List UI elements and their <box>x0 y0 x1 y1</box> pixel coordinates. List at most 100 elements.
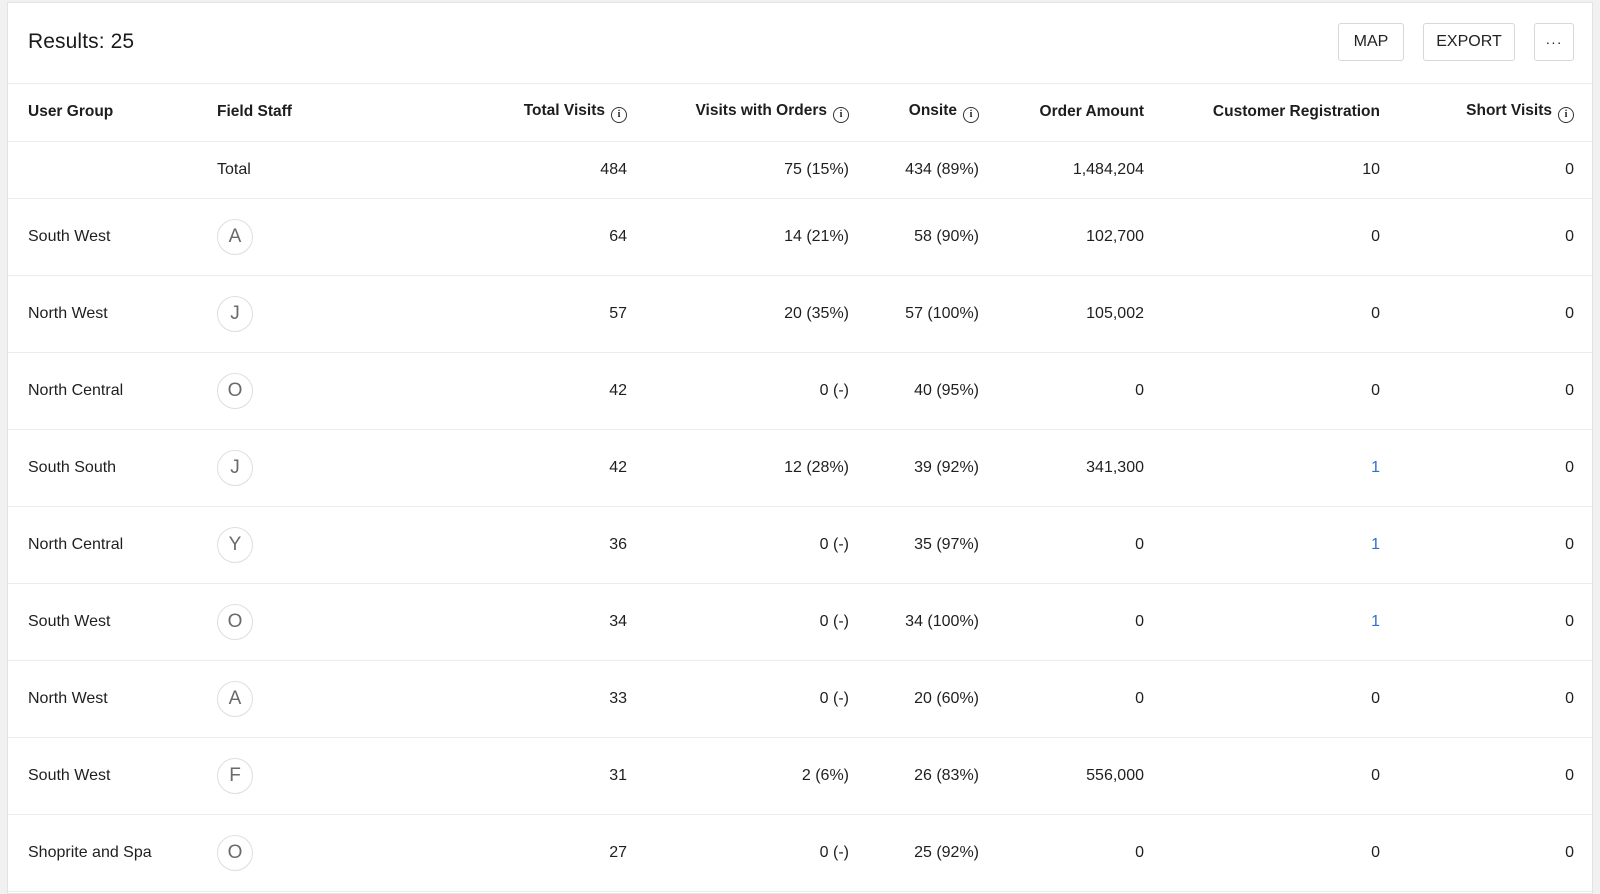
visits-with-orders-cell: 12 (28%) <box>647 429 869 507</box>
table-header-row: User Group Field Staff Total Visits i Vis… <box>8 84 1592 142</box>
customer-registration-link[interactable]: 1 <box>1371 535 1380 553</box>
field-staff-cell: O <box>197 583 425 661</box>
customer-registration-cell: 0 <box>1164 814 1400 892</box>
avatar[interactable]: J <box>217 295 253 332</box>
customer-registration-link[interactable]: 1 <box>1371 612 1380 630</box>
onsite-cell: 34 (100%) <box>869 583 999 661</box>
results-count: Results: 25 <box>28 30 135 53</box>
field-staff-cell: A <box>197 198 425 276</box>
onsite-cell: 25 (92%) <box>869 814 999 892</box>
user-group-cell: North West <box>8 660 197 738</box>
column-header-order-amount[interactable]: Order Amount <box>999 84 1164 142</box>
more-options-button[interactable]: ··· <box>1534 23 1574 61</box>
avatar[interactable]: A <box>217 680 253 717</box>
total-visits-cell: 57 <box>425 275 647 353</box>
map-button[interactable]: MAP <box>1338 23 1404 61</box>
column-label: Short Visits <box>1466 101 1552 119</box>
short-visits-cell: 0 <box>1400 583 1592 661</box>
info-icon[interactable]: i <box>1558 106 1574 123</box>
table-row[interactable]: North Central Y 36 0 (-) 35 (97%) 0 1 0 <box>8 506 1592 584</box>
customer-registration-value: 0 <box>1371 227 1380 245</box>
table-row[interactable]: South West A 64 14 (21%) 58 (90%) 102,700 0 0 <box>8 198 1592 276</box>
avatar[interactable]: Y <box>217 526 253 563</box>
table-row[interactable]: South South J 42 12 (28%) 39 (92%) 341,300 1 0 <box>8 429 1592 507</box>
table-row[interactable]: Shoprite and Spa O 27 0 (-) 25 (92%) 0 0 0 <box>8 814 1592 892</box>
field-staff-cell: J <box>197 429 425 507</box>
total-label: Total <box>197 141 425 199</box>
customer-registration-cell: 0 <box>1164 660 1400 738</box>
table-row[interactable]: South West F 31 2 (6%) 26 (83%) 556,000 0 0 <box>8 737 1592 815</box>
column-header-user-group[interactable]: User Group <box>8 84 197 142</box>
info-icon[interactable]: i <box>833 106 849 123</box>
table-row[interactable]: North West J 57 20 (35%) 57 (100%) 105,002 0 0 <box>8 275 1592 353</box>
onsite-cell: 40 (95%) <box>869 352 999 430</box>
column-header-customer-registration[interactable]: Customer Registration <box>1164 84 1400 142</box>
column-header-field-staff[interactable]: Field Staff <box>197 84 425 142</box>
avatar[interactable]: J <box>217 449 253 486</box>
total-visits-cell: 31 <box>425 737 647 815</box>
avatar[interactable]: O <box>217 834 253 871</box>
avatar[interactable]: F <box>217 757 253 794</box>
customer-registration-cell[interactable]: 1 <box>1164 429 1400 507</box>
user-group-cell: South South <box>8 429 197 507</box>
customer-registration-cell: 0 <box>1164 737 1400 815</box>
column-header-onsite[interactable]: Onsite i <box>869 84 999 142</box>
export-button[interactable]: EXPORT <box>1423 23 1515 61</box>
avatar[interactable]: O <box>217 603 253 640</box>
customer-registration-cell[interactable]: 1 <box>1164 583 1400 661</box>
order-amount-cell: 105,002 <box>999 275 1164 353</box>
order-amount-cell: 0 <box>999 814 1164 892</box>
column-label: Order Amount <box>1039 103 1144 121</box>
results-panel: Results: 25 MAP EXPORT ··· User Group Fi… <box>7 2 1593 894</box>
field-staff-cell: Y <box>197 506 425 584</box>
short-visits-cell: 0 <box>1400 275 1592 353</box>
user-group-cell: North West <box>8 275 197 353</box>
total-short-visits-value: 0 <box>1400 141 1592 199</box>
customer-registration-value: 0 <box>1371 381 1380 399</box>
customer-registration-cell: 0 <box>1164 198 1400 276</box>
field-staff-cell: J <box>197 275 425 353</box>
order-amount-cell: 341,300 <box>999 429 1164 507</box>
avatar[interactable]: A <box>217 218 253 255</box>
total-onsite-value: 434 (89%) <box>869 141 999 199</box>
customer-registration-value: 0 <box>1371 766 1380 784</box>
customer-registration-value: 0 <box>1371 689 1380 707</box>
visits-with-orders-cell: 0 (-) <box>647 814 869 892</box>
total-user-group <box>8 141 197 199</box>
visits-with-orders-cell: 2 (6%) <box>647 737 869 815</box>
visits-with-orders-cell: 14 (21%) <box>647 198 869 276</box>
user-group-cell: South West <box>8 198 197 276</box>
onsite-cell: 35 (97%) <box>869 506 999 584</box>
column-header-total-visits[interactable]: Total Visits i <box>425 84 647 142</box>
onsite-cell: 20 (60%) <box>869 660 999 738</box>
table-row[interactable]: North Central O 42 0 (-) 40 (95%) 0 0 0 <box>8 352 1592 430</box>
total-visits-cell: 27 <box>425 814 647 892</box>
order-amount-cell: 102,700 <box>999 198 1164 276</box>
customer-registration-link[interactable]: 1 <box>1371 458 1380 476</box>
table-row[interactable]: North West A 33 0 (-) 20 (60%) 0 0 0 <box>8 660 1592 738</box>
column-header-short-visits[interactable]: Short Visits i <box>1400 84 1592 142</box>
info-icon[interactable]: i <box>963 106 979 123</box>
table-row[interactable]: South West O 34 0 (-) 34 (100%) 0 1 0 <box>8 583 1592 661</box>
avatar[interactable]: O <box>217 372 253 409</box>
info-icon[interactable]: i <box>611 106 627 123</box>
total-row: Total 484 75 (15%) 434 (89%) 1,484,204 1… <box>8 141 1592 199</box>
short-visits-cell: 0 <box>1400 660 1592 738</box>
onsite-cell: 39 (92%) <box>869 429 999 507</box>
user-group-cell: South West <box>8 583 197 661</box>
total-visits-cell: 36 <box>425 506 647 584</box>
total-visits-value: 484 <box>425 141 647 199</box>
order-amount-cell: 0 <box>999 352 1164 430</box>
column-label: User Group <box>28 103 114 121</box>
short-visits-cell: 0 <box>1400 198 1592 276</box>
total-visits-cell: 33 <box>425 660 647 738</box>
user-group-cell: Shoprite and Spa <box>8 814 197 892</box>
field-staff-cell: A <box>197 660 425 738</box>
short-visits-cell: 0 <box>1400 352 1592 430</box>
results-table: User Group Field Staff Total Visits i Vis… <box>8 84 1592 892</box>
field-staff-cell: O <box>197 352 425 430</box>
customer-registration-cell[interactable]: 1 <box>1164 506 1400 584</box>
column-header-visits-with-orders[interactable]: Visits with Orders i <box>647 84 869 142</box>
order-amount-cell: 0 <box>999 506 1164 584</box>
visits-with-orders-cell: 0 (-) <box>647 660 869 738</box>
